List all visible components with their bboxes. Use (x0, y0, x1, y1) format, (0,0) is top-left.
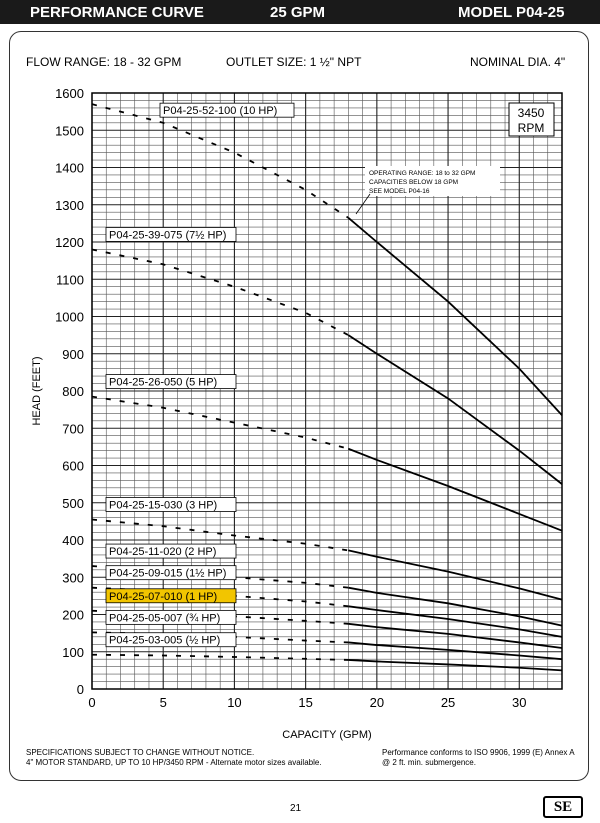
series-labels: P04-25-52-100 (10 HP) P04-25-39-075 (7½ H… (105, 102, 295, 648)
x-tick-label: 10 (227, 695, 241, 710)
series-label: P04-25-09-015 (1½ HP) (109, 568, 226, 580)
rpm-value: 3450 (518, 106, 545, 120)
flow-range: FLOW RANGE: 18 - 32 GPM (26, 55, 182, 69)
y-tick-label: 1500 (55, 123, 84, 138)
callout-leader (355, 193, 371, 215)
series-label-box (105, 497, 237, 512)
series-label-box (105, 543, 237, 559)
series-curve-solid (348, 659, 563, 672)
series-curve-solid (348, 549, 563, 601)
series-curve-solid (348, 447, 563, 532)
nominal-diameter: NOMINAL DIA. 4" (470, 55, 566, 69)
series-curve-solid (348, 622, 563, 649)
y-tick-label: 1100 (56, 272, 84, 287)
series-curve-solid (348, 586, 563, 627)
operating-range-callout: OPERATING RANGE: 18 to 32 GPM CAPACITIES… (355, 166, 500, 215)
y-tick-label: 400 (62, 533, 84, 548)
series-label-box (105, 588, 237, 604)
y-tick-label: 1600 (55, 86, 84, 101)
outlet-size: OUTLET SIZE: 1 ½" NPT (226, 55, 362, 69)
header-flow: 25 GPM (270, 4, 326, 21)
series-curve-dashed (91, 395, 349, 450)
series-label-box (105, 565, 237, 581)
footnote-right-1: Performance conforms to ISO 9906, 1999 (… (382, 748, 575, 757)
page-frame (9, 31, 589, 781)
y-tick-label: 500 (62, 496, 84, 511)
callout-line2: CAPACITIES BELOW 18 GPM (369, 179, 458, 186)
y-tick-label: 200 (62, 608, 84, 623)
plot-border (91, 92, 563, 690)
y-tick-label: 300 (62, 570, 84, 585)
series-label: P04-25-11-020 (2 HP) (109, 546, 216, 558)
series-label-box (105, 609, 237, 625)
series-label-box (105, 374, 237, 389)
series-curve-dashed (91, 653, 349, 661)
y-tick-label: 700 (62, 421, 84, 436)
rpm-unit: RPM (518, 121, 545, 135)
series-label-box (105, 632, 237, 648)
series-curve-dashed (91, 518, 349, 552)
y-tick-label: 800 (62, 384, 84, 399)
series-label: P04-25-15-030 (3 HP) (109, 500, 217, 512)
header-bar: PERFORMANCE CURVE 25 GPM MODEL P04-25 (0, 0, 600, 24)
series-curve-dashed (91, 248, 349, 336)
series-curve-solid (347, 334, 563, 485)
series-label: P04-25-26-050 (5 HP) (109, 377, 217, 389)
y-tick-label: 0 (77, 682, 84, 697)
y-tick-label: 1200 (55, 235, 84, 250)
x-tick-label: 5 (160, 695, 167, 710)
x-tick-label: 20 (370, 695, 384, 710)
callout-line3: SEE MODEL P04-16 (369, 188, 430, 195)
series-curve-solid (348, 641, 563, 661)
y-tick-label: 1300 (55, 198, 84, 213)
series-curve-solid (348, 605, 563, 638)
series-label: P04-25-52-100 (10 HP) (163, 105, 277, 117)
series-label: P04-25-05-007 (¾ HP) (109, 612, 220, 624)
y-tick-label: 900 (62, 347, 84, 362)
series-label-box (159, 102, 295, 118)
series-label-box (105, 227, 237, 242)
series-label: P04-25-03-005 (½ HP) (109, 635, 220, 647)
footnote-left-1: SPECIFICATIONS SUBJECT TO CHANGE WITHOUT… (26, 748, 255, 757)
rpm-box: 3450 RPM (508, 102, 555, 137)
series-label: P04-25-07-010 (1 HP) (109, 591, 217, 603)
header-model: MODEL P04-25 (458, 4, 565, 21)
x-axis-label: CAPACITY (GPM) (282, 729, 371, 741)
x-tick-label: 30 (512, 695, 526, 710)
y-axis-label: HEAD (FEET) (31, 356, 43, 425)
tick-labels: 0 5 10 15 20 25 300100200300400500600700800900… (55, 86, 526, 710)
footnote-right-2: @ 2 ft. min. submergence. (382, 758, 476, 767)
x-tick-label: 15 (298, 695, 312, 710)
x-tick-label: 25 (441, 695, 455, 710)
footnote-left-2: 4" MOTOR STANDARD, UP TO 10 HP/3450 RPM … (26, 758, 322, 767)
page-number: 21 (290, 803, 302, 814)
header-title: PERFORMANCE CURVE (30, 4, 204, 21)
x-tick-label: 0 (88, 695, 95, 710)
series-label: P04-25-39-075 (7½ HP) (109, 229, 226, 241)
y-tick-label: 600 (62, 459, 84, 474)
y-tick-label: 100 (62, 645, 84, 660)
brand-logo: SE (543, 796, 583, 818)
series-curve-solid (347, 217, 563, 416)
y-tick-label: 1400 (55, 161, 84, 176)
callout-line1: OPERATING RANGE: 18 to 32 GPM (369, 170, 475, 177)
y-tick-label: 1000 (55, 310, 84, 325)
